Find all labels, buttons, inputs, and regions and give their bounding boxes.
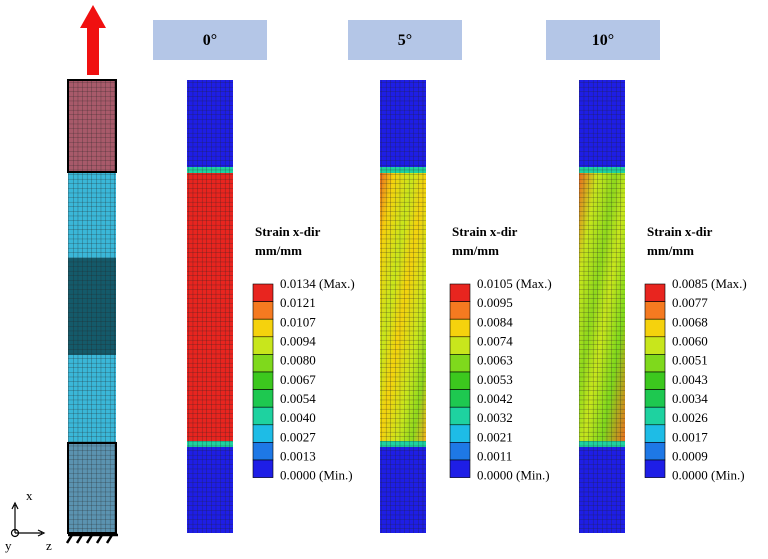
legend-title: Strain x-dir [255,224,321,239]
panel-label: 10° [592,32,614,49]
legend-swatch [449,442,471,461]
header-box [348,20,462,60]
legend-swatch [252,318,274,338]
panel-label: 0° [203,32,217,49]
specimen-0 [187,80,233,533]
legend-swatch [252,283,274,302]
legend-level: 0.0084 [477,314,513,329]
legend-swatch [644,459,666,478]
legend-level: 0.0040 [280,410,316,425]
legend-level: 0.0021 [477,429,513,444]
legend-swatch [644,406,666,426]
panel-label: 5° [398,32,412,49]
legend-swatch [252,336,274,355]
axis-label: y [5,538,12,553]
legend-swatch [644,354,666,373]
legend-swatch [252,442,274,461]
legend-swatch [252,354,274,373]
legend-swatch [449,318,471,338]
legend-unit: mm/mm [452,243,499,258]
legend-level: 0.0000 (Min.) [672,468,745,483]
legend-swatch [644,424,666,443]
legend-level: 0.0017 [672,429,708,444]
legend-level: 0.0054 [280,391,316,406]
legend-swatch [644,283,666,302]
legend-level: 0.0067 [280,372,316,387]
legend-level: 0.0011 [477,448,512,463]
legend-unit: mm/mm [647,243,694,258]
legend-level: 0.0009 [672,448,708,463]
header-box [546,20,660,60]
legend-level: 0.0026 [672,410,708,425]
legend-unit: mm/mm [255,243,302,258]
legend-level: 0.0134 (Max.) [280,276,355,291]
legend-title: Strain x-dir [452,224,518,239]
legend-level: 0.0094 [280,333,316,348]
axes-triad [10,501,46,538]
legend-swatch [252,389,274,408]
specimen-10 [579,80,625,533]
axis-label: z [46,538,52,553]
legend-level: 0.0074 [477,333,513,348]
legend-swatch [449,371,471,390]
legend-level: 0.0085 (Max.) [672,276,747,291]
legend-level: 0.0013 [280,448,316,463]
legend-swatch [449,283,471,302]
legend-level: 0.0105 (Max.) [477,276,552,291]
legend-level: 0.0051 [672,353,708,368]
specimen-5 [380,80,426,533]
legend-swatch [252,406,274,426]
legend-swatch [449,389,471,408]
legend-level: 0.0000 (Min.) [280,468,353,483]
axis-label: x [26,488,33,503]
legend-level: 0.0095 [477,295,513,310]
specimen-model [65,79,118,544]
legend-swatch [252,424,274,443]
legend-level: 0.0068 [672,314,708,329]
legend-level: 0.0063 [477,353,513,368]
load-arrow [80,5,106,75]
legend-swatch [252,459,274,478]
legend-swatch [644,301,666,320]
legend-level: 0.0000 (Min.) [477,468,550,483]
legend-level: 0.0060 [672,333,708,348]
legend-level: 0.0043 [672,372,708,387]
legend-swatch [644,318,666,338]
header-box [153,20,267,60]
legend-swatch [449,424,471,443]
legend-swatch [252,301,274,320]
legend-level: 0.0034 [672,391,708,406]
legend-level: 0.0027 [280,429,316,444]
legend-swatch [449,459,471,478]
legend-swatch [449,301,471,320]
legend-swatch [449,354,471,373]
legend-swatch [449,406,471,426]
legend-swatch [644,336,666,355]
legend-title: Strain x-dir [647,224,713,239]
legend-level: 0.0042 [477,391,513,406]
legend-swatch [644,389,666,408]
legend-swatch [252,371,274,390]
legend-level: 0.0032 [477,410,513,425]
legend-level: 0.0121 [280,295,316,310]
legend-level: 0.0080 [280,353,316,368]
legend-level: 0.0077 [672,295,708,310]
legend-swatch [644,442,666,461]
legend-swatch [449,336,471,355]
legend-level: 0.0053 [477,372,513,387]
legend-swatch [644,371,666,390]
legend-level: 0.0107 [280,314,316,329]
